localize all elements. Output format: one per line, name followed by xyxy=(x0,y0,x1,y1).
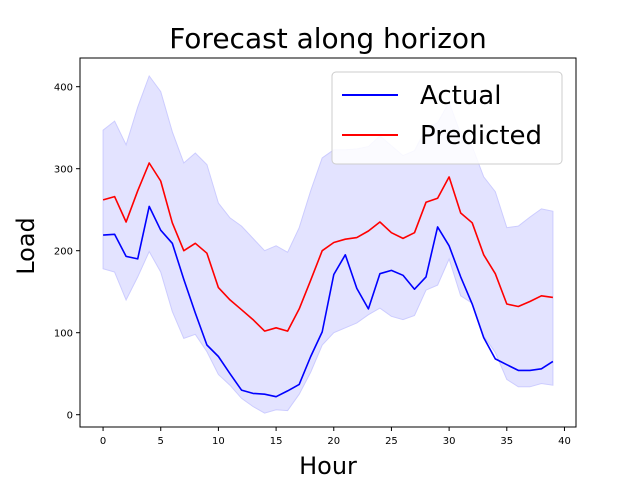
chart-title: Forecast along horizon xyxy=(169,22,487,55)
legend: Actual Predicted xyxy=(331,71,563,165)
x-tick-label: 0 xyxy=(100,436,106,447)
x-tick-label: 20 xyxy=(327,436,340,447)
series-line-actual xyxy=(103,205,554,398)
legend-label-predicted: Predicted xyxy=(420,121,542,151)
axes-frame xyxy=(79,57,577,428)
x-tick-label: 25 xyxy=(385,436,398,447)
y-tick-label: 100 xyxy=(54,329,73,340)
y-tick-label: 200 xyxy=(54,247,73,258)
x-tick-label: 40 xyxy=(558,436,571,447)
legend-label-actual: Actual xyxy=(420,81,501,111)
x-axis-title: Hour xyxy=(299,452,357,480)
x-tick-label: 5 xyxy=(158,436,164,447)
x-tick-label: 15 xyxy=(270,436,283,447)
y-tick-label: 400 xyxy=(54,83,73,94)
x-tick-label: 30 xyxy=(443,436,456,447)
y-tick-label: 300 xyxy=(54,165,73,176)
y-axis-title: Load xyxy=(12,217,40,275)
series-line-predicted xyxy=(102,162,554,332)
x-tick-label: 35 xyxy=(500,436,513,447)
x-tick-label: 10 xyxy=(212,436,225,447)
y-tick-label: 0 xyxy=(67,411,73,422)
